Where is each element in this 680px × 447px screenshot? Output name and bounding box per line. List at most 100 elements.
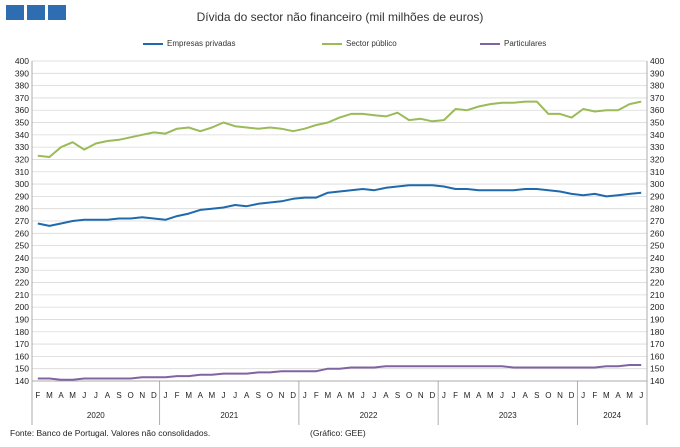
- x-tick-label: M: [487, 391, 494, 400]
- y-tick-label-right: 220: [650, 278, 664, 288]
- logo-block: [48, 5, 66, 20]
- x-tick-label: M: [46, 391, 53, 400]
- logo-block: [27, 5, 45, 20]
- x-tick-label: S: [534, 391, 539, 400]
- x-tick-label: F: [592, 391, 597, 400]
- x-tick-label: A: [58, 391, 64, 400]
- x-tick-label: J: [233, 391, 237, 400]
- x-tick-label: A: [105, 391, 111, 400]
- legend-label: Sector público: [346, 39, 397, 48]
- y-tick-label: 270: [15, 216, 29, 226]
- y-tick-label-right: 200: [650, 302, 664, 312]
- legend-label: Particulares: [504, 39, 547, 48]
- y-tick-label: 190: [15, 314, 29, 324]
- legend-item-sector-publico: Sector público: [322, 39, 397, 48]
- source-note: Fonte: Banco de Portugal. Valores não co…: [10, 428, 211, 438]
- y-tick-label-right: 330: [650, 142, 664, 152]
- y-tick-label: 360: [15, 105, 29, 115]
- x-tick-label: A: [476, 391, 482, 400]
- x-tick-label: M: [69, 391, 76, 400]
- y-tick-label-right: 290: [650, 191, 664, 201]
- year-label: 2020: [87, 411, 105, 420]
- y-tick-label: 230: [15, 265, 29, 275]
- legend-item-particulares: Particulares: [480, 39, 546, 48]
- x-tick-label: M: [185, 391, 192, 400]
- y-tick-label-right: 170: [650, 339, 664, 349]
- legend-swatch: [143, 42, 163, 45]
- x-tick-label: S: [256, 391, 261, 400]
- x-tick-label: J: [221, 391, 225, 400]
- x-tick-label: D: [429, 391, 435, 400]
- y-tick-label: 240: [15, 253, 29, 263]
- x-tick-label: J: [94, 391, 98, 400]
- legend-swatch: [322, 42, 342, 45]
- x-tick-label: J: [163, 391, 167, 400]
- y-tick-label-right: 370: [650, 93, 664, 103]
- x-tick-label: F: [314, 391, 319, 400]
- x-tick-label: M: [464, 391, 471, 400]
- y-tick-label: 340: [15, 130, 29, 140]
- x-tick-label: O: [267, 391, 273, 400]
- y-tick-label: 180: [15, 327, 29, 337]
- series-line: [37, 364, 642, 381]
- x-tick-label: M: [348, 391, 355, 400]
- y-tick-label: 300: [15, 179, 29, 189]
- y-tick-label-right: 380: [650, 81, 664, 91]
- y-tick-label: 150: [15, 364, 29, 374]
- y-tick-label: 320: [15, 154, 29, 164]
- x-tick-label: J: [303, 391, 307, 400]
- x-tick-label: S: [395, 391, 400, 400]
- y-tick-label: 160: [15, 351, 29, 361]
- x-tick-label: J: [512, 391, 516, 400]
- y-tick-label: 370: [15, 93, 29, 103]
- x-tick-label: J: [581, 391, 585, 400]
- x-tick-label: A: [244, 391, 250, 400]
- series-line: [37, 100, 642, 158]
- y-tick-label: 140: [15, 376, 29, 386]
- y-tick-label-right: 280: [650, 204, 664, 214]
- x-tick-label: J: [639, 391, 643, 400]
- x-tick-label: N: [418, 391, 424, 400]
- y-tick-label-right: 240: [650, 253, 664, 263]
- x-tick-label: N: [279, 391, 285, 400]
- x-tick-label: J: [82, 391, 86, 400]
- y-tick-label: 250: [15, 241, 29, 251]
- y-tick-label-right: 390: [650, 68, 664, 78]
- x-tick-label: A: [615, 391, 621, 400]
- x-tick-label: J: [361, 391, 365, 400]
- y-tick-label-right: 210: [650, 290, 664, 300]
- y-tick-label: 330: [15, 142, 29, 152]
- y-tick-label: 350: [15, 118, 29, 128]
- x-tick-label: D: [569, 391, 575, 400]
- y-tick-label-right: 360: [650, 105, 664, 115]
- x-tick-label: M: [325, 391, 332, 400]
- y-tick-label: 210: [15, 290, 29, 300]
- y-tick-label-right: 230: [650, 265, 664, 275]
- y-tick-label: 260: [15, 228, 29, 238]
- x-tick-label: M: [603, 391, 610, 400]
- logo-block: [6, 5, 24, 20]
- y-tick-label-right: 400: [650, 56, 664, 66]
- credit-note: (Gráfico: GEE): [310, 428, 366, 438]
- x-tick-label: O: [406, 391, 412, 400]
- x-tick-label: A: [337, 391, 343, 400]
- legend-label: Empresas privadas: [167, 39, 236, 48]
- legend-swatch: [480, 42, 500, 45]
- y-tick-label: 220: [15, 278, 29, 288]
- y-tick-label-right: 250: [650, 241, 664, 251]
- year-label: 2023: [499, 411, 517, 420]
- x-tick-label: J: [372, 391, 376, 400]
- y-tick-label: 390: [15, 68, 29, 78]
- legend-item-empresas: Empresas privadas: [143, 39, 235, 48]
- y-tick-label-right: 180: [650, 327, 664, 337]
- x-tick-label: N: [557, 391, 563, 400]
- x-tick-label: F: [453, 391, 458, 400]
- y-tick-label-right: 140: [650, 376, 664, 386]
- x-tick-label: J: [500, 391, 504, 400]
- year-label: 2022: [360, 411, 378, 420]
- y-tick-label: 400: [15, 56, 29, 66]
- y-tick-label-right: 160: [650, 351, 664, 361]
- y-tick-label-right: 190: [650, 314, 664, 324]
- y-tick-label: 380: [15, 81, 29, 91]
- y-tick-label-right: 260: [650, 228, 664, 238]
